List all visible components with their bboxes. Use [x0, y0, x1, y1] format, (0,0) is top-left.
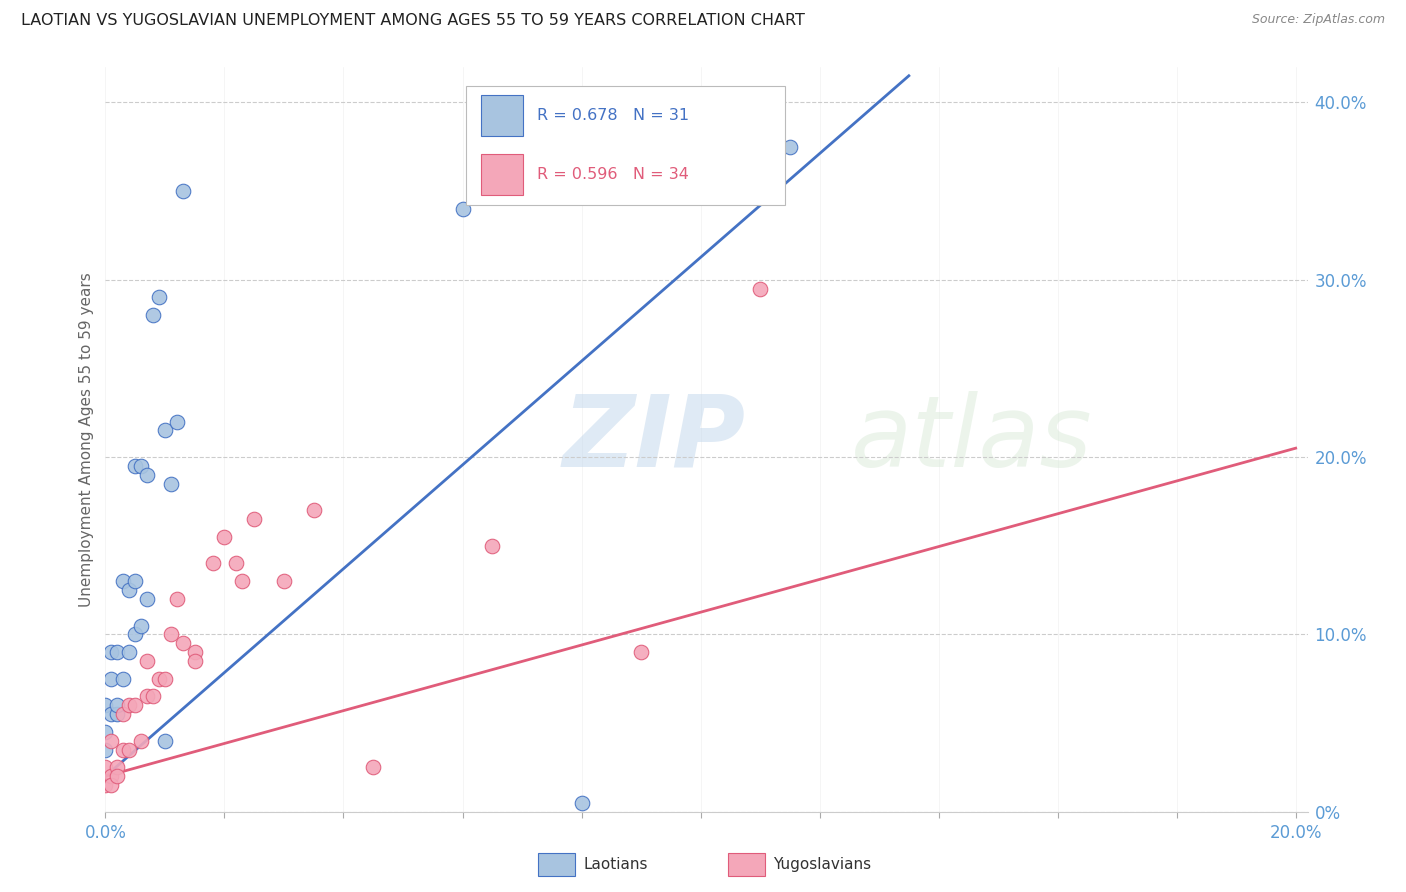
Point — [100, 769, 122, 783]
Point — [100, 778, 122, 792]
Point — [94, 778, 117, 792]
Text: R = 0.678   N = 31: R = 0.678 N = 31 — [537, 108, 689, 123]
Point — [451, 202, 474, 216]
Point — [779, 139, 801, 153]
Point — [124, 627, 146, 641]
Point — [214, 530, 236, 544]
Point — [148, 290, 170, 304]
FancyBboxPatch shape — [481, 95, 523, 136]
Text: Yugoslavians: Yugoslavians — [773, 857, 872, 871]
Point — [118, 645, 141, 659]
Point — [302, 503, 325, 517]
Point — [124, 458, 146, 473]
Point — [129, 458, 152, 473]
Point — [118, 698, 141, 713]
Point — [105, 760, 128, 774]
Text: atlas: atlas — [851, 391, 1092, 488]
Point — [481, 539, 503, 553]
Point — [153, 733, 176, 747]
Point — [94, 760, 117, 774]
Text: Laotians: Laotians — [583, 857, 648, 871]
Point — [136, 654, 159, 668]
Point — [630, 645, 652, 659]
Point — [124, 698, 146, 713]
Point — [112, 672, 135, 686]
Point — [118, 582, 141, 597]
Point — [124, 574, 146, 589]
Point — [243, 512, 266, 526]
Point — [100, 733, 122, 747]
Point — [105, 698, 128, 713]
Point — [225, 557, 247, 571]
Point — [105, 645, 128, 659]
Point — [105, 707, 128, 722]
Point — [100, 645, 122, 659]
Point — [100, 672, 122, 686]
Point — [105, 769, 128, 783]
Point — [94, 725, 117, 739]
Point — [172, 184, 194, 198]
Point — [118, 742, 141, 756]
Point — [136, 690, 159, 704]
Point — [153, 672, 176, 686]
Point — [571, 796, 593, 810]
Point — [112, 574, 135, 589]
Point — [183, 645, 205, 659]
Text: R = 0.596   N = 34: R = 0.596 N = 34 — [537, 168, 689, 182]
Point — [361, 760, 384, 774]
Point — [129, 618, 152, 632]
Point — [463, 157, 485, 171]
Point — [142, 308, 165, 322]
Point — [201, 557, 224, 571]
FancyBboxPatch shape — [465, 86, 785, 204]
Point — [136, 591, 159, 606]
Point — [166, 415, 188, 429]
Point — [183, 654, 205, 668]
Text: LAOTIAN VS YUGOSLAVIAN UNEMPLOYMENT AMONG AGES 55 TO 59 YEARS CORRELATION CHART: LAOTIAN VS YUGOSLAVIAN UNEMPLOYMENT AMON… — [21, 13, 806, 29]
Point — [94, 742, 117, 756]
Point — [231, 574, 253, 589]
Point — [129, 733, 152, 747]
Point — [112, 707, 135, 722]
Point — [172, 636, 194, 650]
Y-axis label: Unemployment Among Ages 55 to 59 years: Unemployment Among Ages 55 to 59 years — [79, 272, 94, 607]
Point — [160, 627, 183, 641]
Point — [148, 672, 170, 686]
Text: Source: ZipAtlas.com: Source: ZipAtlas.com — [1251, 13, 1385, 27]
Point — [153, 424, 176, 438]
Point — [136, 467, 159, 482]
Point — [166, 591, 188, 606]
Point — [749, 282, 772, 296]
Point — [273, 574, 295, 589]
Text: ZIP: ZIP — [562, 391, 745, 488]
Point — [160, 476, 183, 491]
Point — [100, 707, 122, 722]
Point — [142, 690, 165, 704]
FancyBboxPatch shape — [481, 154, 523, 195]
Point — [112, 742, 135, 756]
Point — [94, 698, 117, 713]
